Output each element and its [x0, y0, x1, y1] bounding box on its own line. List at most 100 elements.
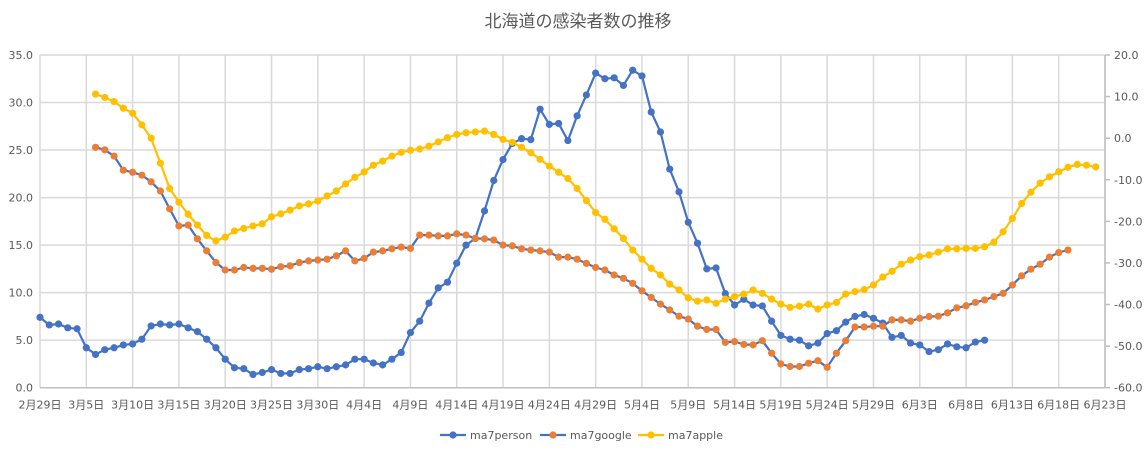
data-point-ma7person — [138, 335, 146, 343]
data-point-ma7person — [758, 302, 766, 310]
data-point-ma7apple — [527, 149, 535, 157]
data-point-ma7apple — [1064, 163, 1072, 171]
data-point-ma7apple — [647, 264, 655, 272]
data-point-ma7apple — [990, 238, 998, 246]
data-point-ma7apple — [943, 245, 952, 253]
data-point-ma7apple — [962, 244, 970, 252]
data-point-ma7apple — [351, 173, 359, 181]
data-point-ma7apple — [573, 184, 581, 193]
data-point-ma7person — [582, 91, 590, 99]
data-point-ma7apple — [536, 155, 544, 163]
data-point-ma7google — [91, 143, 100, 151]
data-point-ma7person — [517, 135, 526, 143]
data-point-ma7apple — [471, 128, 479, 136]
data-point-ma7person — [147, 322, 155, 330]
x-axis-tick-label: 4月4日 — [346, 399, 382, 412]
data-point-ma7apple — [879, 273, 887, 281]
data-point-ma7person — [610, 74, 618, 82]
data-point-ma7apple — [619, 234, 628, 243]
data-point-ma7person — [943, 340, 952, 348]
data-point-ma7person — [342, 361, 350, 369]
data-point-ma7google — [758, 337, 766, 345]
data-point-ma7person — [221, 355, 229, 363]
x-axis-tick-label: 6月23日 — [1084, 399, 1127, 412]
data-point-ma7person — [703, 265, 711, 273]
data-point-ma7person — [425, 299, 433, 307]
data-point-ma7apple — [860, 285, 868, 294]
x-axis-tick-label: 5月14日 — [713, 399, 756, 412]
data-point-ma7apple — [203, 231, 211, 240]
data-point-ma7person — [638, 72, 646, 80]
left-axis-tick-label: 15.0 — [9, 239, 34, 252]
data-point-ma7person — [712, 264, 720, 272]
data-point-ma7person — [721, 289, 729, 298]
data-point-ma7apple — [434, 138, 442, 146]
data-point-ma7google — [545, 248, 553, 256]
data-point-ma7apple — [286, 206, 294, 214]
data-point-ma7apple — [786, 303, 794, 312]
data-point-ma7person — [36, 313, 44, 321]
x-axis-tick-label: 5月19日 — [759, 399, 802, 412]
left-axis-tick-label: 30.0 — [9, 97, 34, 110]
data-point-ma7google — [712, 325, 720, 334]
data-point-ma7google — [675, 312, 683, 320]
data-point-ma7google — [351, 257, 359, 265]
data-point-ma7apple — [267, 213, 276, 221]
data-point-ma7apple — [119, 104, 127, 112]
data-point-ma7person — [981, 336, 989, 344]
data-point-ma7apple — [1082, 161, 1091, 169]
series-ma7apple — [91, 90, 1100, 313]
data-point-ma7person — [916, 341, 924, 349]
data-point-ma7google — [749, 341, 757, 349]
x-axis-tick-label: 6月13日 — [991, 399, 1034, 412]
data-point-ma7person — [406, 328, 415, 337]
data-point-ma7person — [860, 310, 868, 319]
data-point-ma7google — [656, 300, 665, 308]
x-axis-tick-label: 5月4日 — [624, 399, 660, 412]
data-point-ma7google — [536, 247, 544, 255]
data-point-ma7google — [981, 296, 989, 304]
data-point-ma7person — [156, 320, 164, 328]
data-point-ma7google — [119, 166, 127, 174]
data-point-ma7apple — [332, 187, 340, 195]
data-point-ma7apple — [175, 198, 183, 206]
data-point-ma7person — [73, 325, 81, 333]
data-point-ma7apple — [823, 301, 831, 309]
data-point-ma7person — [832, 327, 841, 335]
data-point-ma7google — [684, 315, 692, 323]
data-point-ma7person — [212, 344, 220, 352]
data-point-ma7google — [249, 264, 257, 272]
data-point-ma7person — [527, 136, 535, 144]
data-point-ma7apple — [499, 135, 507, 144]
data-point-ma7google — [221, 266, 229, 274]
data-point-ma7apple — [184, 210, 192, 218]
data-point-ma7google — [379, 247, 387, 255]
data-point-ma7person — [267, 366, 276, 374]
data-point-ma7apple — [795, 302, 803, 310]
data-point-ma7apple — [156, 159, 164, 167]
data-point-ma7apple — [240, 224, 248, 233]
data-point-ma7apple — [490, 130, 498, 139]
data-point-ma7person — [323, 365, 331, 373]
data-point-ma7google — [638, 287, 646, 295]
data-point-ma7google — [193, 235, 202, 243]
data-point-ma7google — [1064, 246, 1072, 254]
data-point-ma7google — [277, 263, 285, 271]
data-point-ma7person — [536, 105, 544, 113]
data-point-ma7apple — [91, 90, 100, 98]
data-point-ma7google — [832, 349, 841, 357]
data-point-ma7apple — [147, 134, 155, 142]
axes: 0.0 5.0 10.0 15.0 20.0 25.0 30.0 35.0 -60.0 -50.0… — [9, 49, 1143, 412]
data-point-ma7google — [916, 314, 924, 322]
left-axis-tick-label: 35.0 — [9, 49, 34, 62]
data-point-ma7apple — [925, 251, 933, 259]
data-point-ma7apple — [592, 209, 600, 217]
data-point-ma7google — [768, 349, 776, 357]
data-point-ma7apple — [805, 300, 813, 308]
left-axis-tick-label: 20.0 — [9, 192, 34, 205]
data-point-ma7apple — [1036, 179, 1044, 187]
data-point-ma7google — [564, 253, 572, 261]
legend-item-ma7google: ma7google — [540, 429, 632, 442]
x-axis-tick-label: 3月15日 — [157, 399, 200, 412]
data-point-ma7person — [888, 333, 896, 341]
